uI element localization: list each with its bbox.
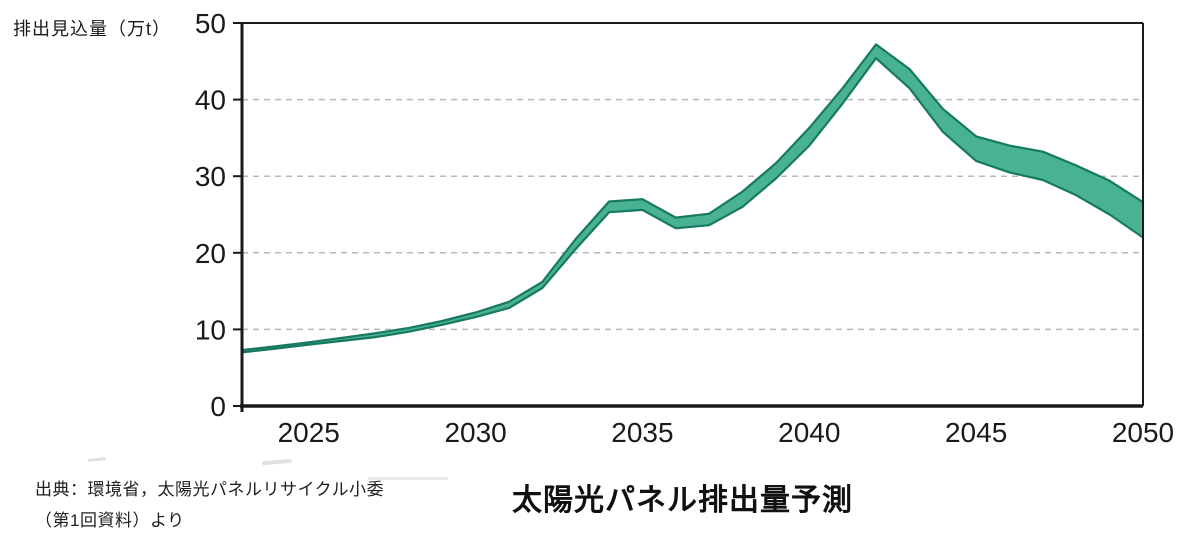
band-lower-edge bbox=[241, 57, 1144, 354]
band-upper-edge bbox=[241, 43, 1144, 352]
x-tick-label: 2050 bbox=[1112, 417, 1174, 448]
source-line-1: 出典：環境省，太陽光パネルリサイクル小委 bbox=[35, 480, 385, 499]
forecast-band bbox=[242, 44, 1143, 353]
y-tick-label: 10 bbox=[195, 314, 226, 345]
source-note: 出典：環境省，太陽光パネルリサイクル小委 （第1回資料）より bbox=[35, 474, 384, 536]
y-tick-label: 30 bbox=[195, 161, 226, 192]
x-tick-label: 2030 bbox=[444, 417, 506, 448]
x-tick-label: 2040 bbox=[778, 417, 840, 448]
y-tick-label: 40 bbox=[195, 85, 226, 116]
y-axis-title: 排出見込量（万t） bbox=[13, 19, 172, 39]
y-tick-label: 0 bbox=[210, 391, 226, 422]
x-tick-label: 2035 bbox=[611, 417, 673, 448]
scan-artifact bbox=[368, 477, 448, 480]
x-tick-label: 2045 bbox=[945, 417, 1007, 448]
y-tick-label: 50 bbox=[195, 8, 226, 39]
source-line-2: （第1回資料）より bbox=[35, 511, 185, 530]
chart-title: 太陽光パネル排出量予測 bbox=[512, 484, 853, 517]
y-tick-label: 20 bbox=[195, 238, 226, 269]
scan-artifact bbox=[87, 457, 107, 462]
x-tick-label: 2025 bbox=[278, 417, 340, 448]
